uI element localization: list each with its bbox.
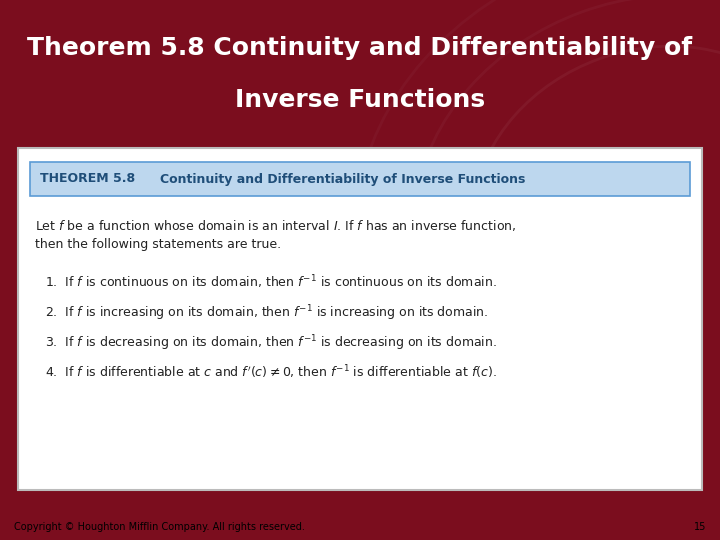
- Bar: [30, 162, 690, 196]
- Text: Copyright © Houghton Mifflin Company. All rights reserved.: Copyright © Houghton Mifflin Company. Al…: [14, 522, 305, 532]
- Text: THEOREM 5.8: THEOREM 5.8: [40, 172, 135, 186]
- Text: Continuity and Differentiability of Inverse Functions: Continuity and Differentiability of Inve…: [160, 172, 526, 186]
- Text: Inverse Functions: Inverse Functions: [235, 88, 485, 112]
- Text: 3.  If $f$ is decreasing on its domain, then $f^{-1}$ is decreasing on its domai: 3. If $f$ is decreasing on its domain, t…: [45, 333, 497, 353]
- Text: Let $f$ be a function whose domain is an interval $I$. If $f$ has an inverse fun: Let $f$ be a function whose domain is an…: [35, 218, 516, 233]
- Text: 15: 15: [693, 522, 706, 532]
- Text: 2.  If $f$ is increasing on its domain, then $f^{-1}$ is increasing on its domai: 2. If $f$ is increasing on its domain, t…: [45, 303, 488, 322]
- Text: then the following statements are true.: then the following statements are true.: [35, 238, 281, 251]
- Text: 4.  If $f$ is differentiable at $c$ and $f'(c) \neq 0$, then $f^{-1}$ is differe: 4. If $f$ is differentiable at $c$ and $…: [45, 363, 497, 381]
- Text: 1.  If $f$ is continuous on its domain, then $f^{-1}$ is continuous on its domai: 1. If $f$ is continuous on its domain, t…: [45, 273, 497, 291]
- Text: Theorem 5.8 Continuity and Differentiability of: Theorem 5.8 Continuity and Differentiabi…: [27, 36, 693, 60]
- Bar: [18, 148, 702, 490]
